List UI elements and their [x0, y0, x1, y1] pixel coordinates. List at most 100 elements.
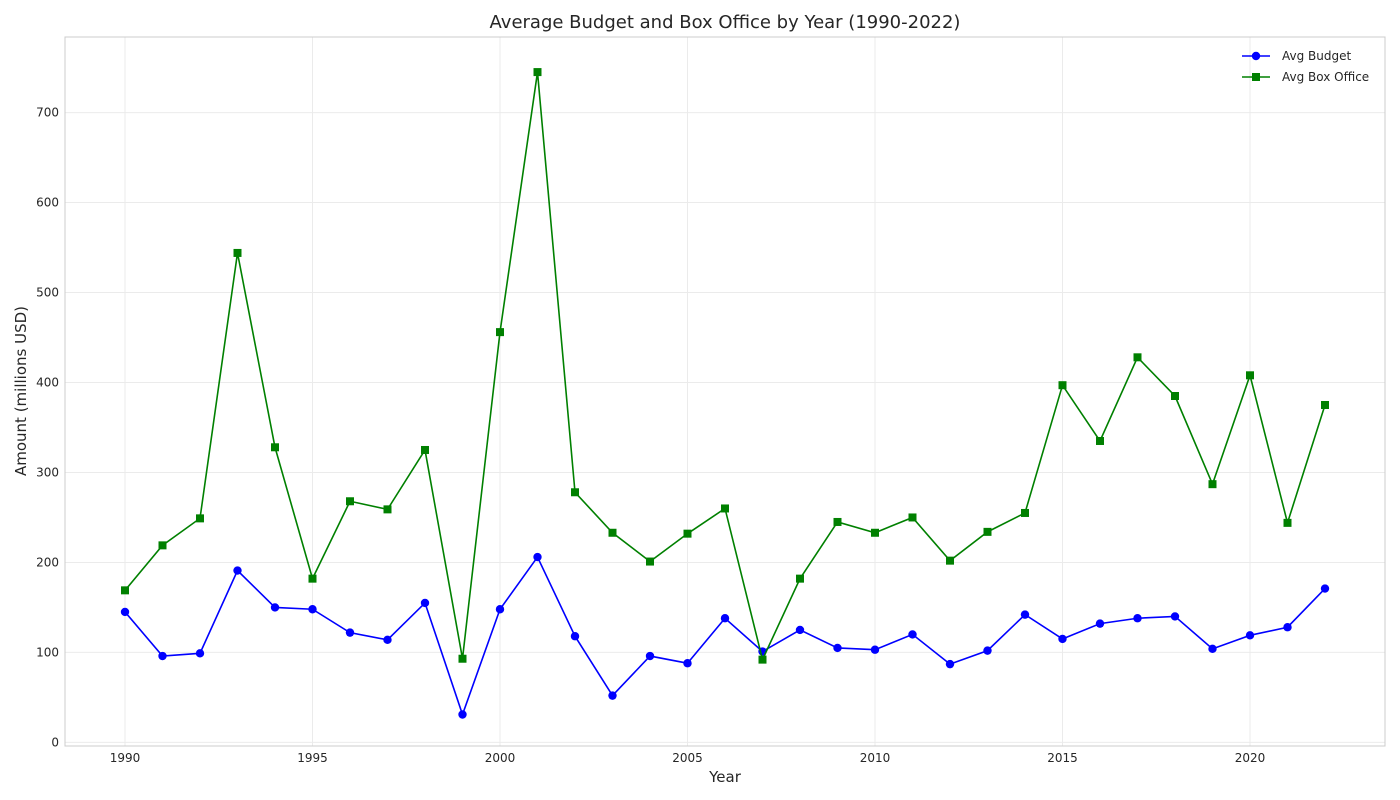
series-avg-box-office: [121, 68, 1329, 664]
data-point: [795, 625, 805, 635]
chart-title: Average Budget and Box Office by Year (1…: [490, 12, 961, 33]
data-point: [870, 645, 880, 654]
data-point: [233, 248, 242, 257]
data-point: [1245, 631, 1255, 640]
data-point: [1321, 400, 1329, 409]
data-point: [1096, 436, 1104, 445]
x-tick-label: 2015: [1047, 751, 1078, 765]
data-point: [571, 488, 579, 497]
data-point: [308, 605, 317, 614]
x-axis-title: Year: [708, 768, 742, 786]
series-avg-budget: [120, 552, 1330, 719]
x-tick-label: 1990: [110, 751, 141, 765]
series-line: [124, 71, 1326, 663]
data-point: [120, 607, 130, 617]
data-point: [158, 541, 167, 550]
legend-marker: [1252, 73, 1260, 81]
data-point: [1020, 610, 1030, 619]
data-point: [1246, 371, 1254, 380]
data-point: [271, 443, 279, 452]
y-axis-title: Amount (millions USD): [12, 306, 30, 476]
data-point: [1021, 508, 1029, 517]
data-point: [458, 654, 467, 663]
data-point: [1208, 480, 1217, 489]
data-point: [720, 614, 730, 623]
data-point: [195, 649, 205, 658]
data-point: [871, 528, 879, 537]
data-point: [683, 659, 692, 668]
x-tick-label: 2020: [1235, 751, 1266, 765]
series-layer: [120, 68, 1330, 719]
legend: Avg Budget Avg Box Office: [1242, 49, 1369, 84]
data-point: [683, 529, 692, 538]
data-point: [1171, 391, 1179, 400]
data-point: [345, 628, 355, 637]
data-point: [945, 659, 955, 669]
data-point: [570, 632, 580, 641]
y-tick-label: 0: [51, 735, 59, 749]
data-point: [421, 445, 429, 454]
legend-item: Avg Budget: [1242, 49, 1351, 63]
data-point: [495, 605, 505, 614]
data-point: [270, 603, 280, 612]
data-point: [1133, 353, 1142, 362]
data-point: [1283, 623, 1292, 632]
data-point: [121, 586, 129, 595]
data-point: [908, 630, 917, 639]
data-point: [383, 505, 392, 514]
y-tick-label: 300: [36, 465, 59, 479]
data-point: [796, 574, 804, 583]
data-point: [383, 635, 392, 645]
data-point: [1133, 614, 1142, 623]
data-point: [496, 328, 504, 337]
y-tick-label: 400: [36, 376, 59, 390]
data-point: [608, 528, 617, 537]
data-point: [646, 557, 654, 566]
plot-frame: [64, 36, 1386, 747]
data-point: [158, 651, 167, 661]
x-axis-ticks: 1990 1995 2000 2005 2010 2015 2020: [110, 751, 1266, 765]
x-tick-label: 2005: [672, 751, 703, 765]
data-point: [1058, 381, 1067, 390]
data-point: [983, 527, 992, 536]
x-tick-label: 1995: [297, 751, 328, 765]
data-point: [1095, 619, 1105, 628]
legend-label: Avg Budget: [1282, 49, 1351, 63]
legend-marker: [1251, 51, 1261, 61]
data-point: [420, 598, 430, 608]
y-tick-label: 100: [36, 645, 59, 659]
data-point: [1320, 584, 1330, 593]
data-point: [346, 497, 354, 506]
data-point: [196, 514, 204, 523]
data-point: [1283, 518, 1292, 527]
data-point: [983, 646, 992, 655]
data-point: [946, 556, 954, 565]
data-point: [1208, 644, 1217, 654]
data-point: [458, 710, 467, 719]
x-tick-label: 2000: [485, 751, 516, 765]
x-tick-label: 2010: [860, 751, 891, 765]
data-point: [645, 651, 655, 661]
data-point: [833, 643, 842, 653]
y-tick-label: 500: [36, 286, 59, 300]
legend-item: Avg Box Office: [1242, 70, 1369, 84]
data-point: [533, 68, 542, 77]
legend-label: Avg Box Office: [1282, 70, 1369, 84]
data-point: [833, 517, 842, 526]
data-point: [908, 513, 917, 522]
data-point: [721, 504, 729, 513]
y-tick-label: 200: [36, 555, 59, 569]
data-point: [608, 691, 617, 700]
data-point: [1058, 634, 1067, 644]
series-line: [124, 555, 1326, 717]
data-point: [308, 574, 317, 583]
data-point: [758, 655, 767, 664]
grid: [65, 37, 1385, 746]
data-point: [233, 566, 242, 575]
data-point: [1170, 612, 1180, 621]
y-axis-ticks: 0 100 200 300 400 500 600 700: [36, 106, 59, 750]
y-tick-label: 600: [36, 196, 59, 210]
y-tick-label: 700: [36, 106, 59, 120]
